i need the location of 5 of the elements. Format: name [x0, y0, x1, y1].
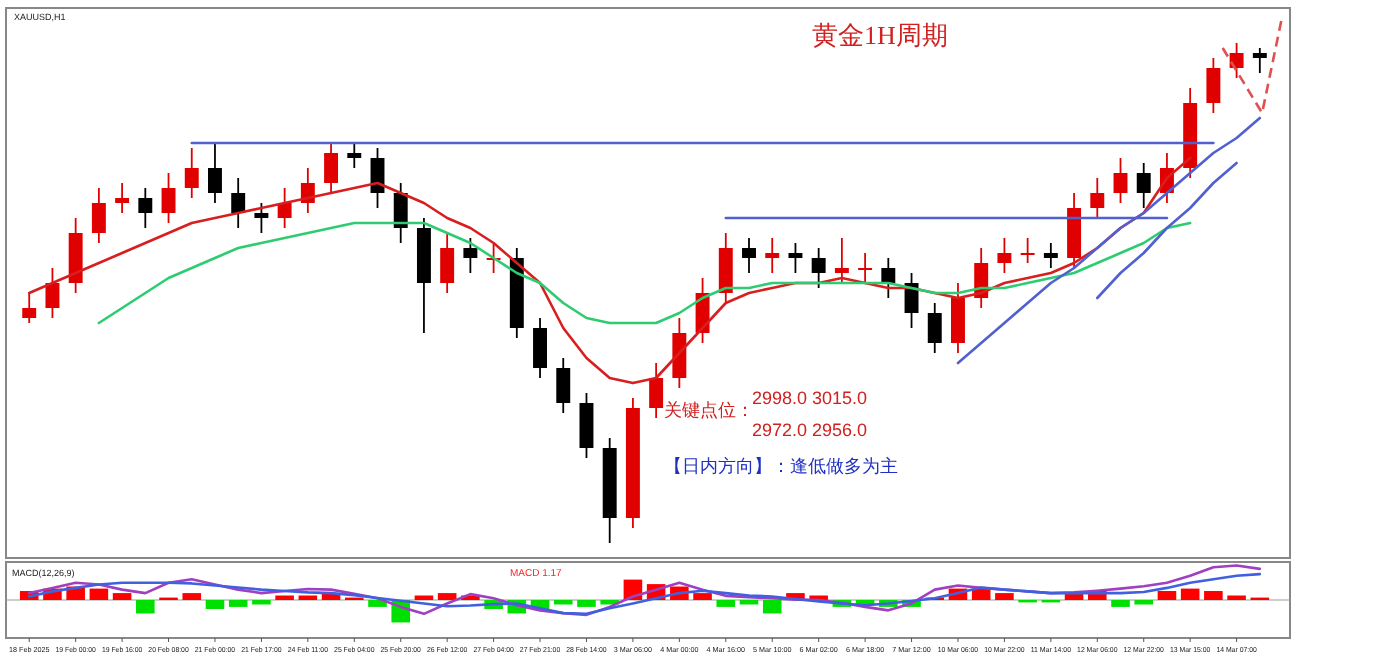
annotation: 关键点位：: [664, 400, 754, 420]
annotation: 2998.0 3015.0: [752, 388, 868, 408]
annotation: 2972.0 2956.0: [752, 420, 868, 440]
chart-title: 黄金1H周期: [812, 20, 948, 50]
annotation: 【日内方向】：逢低做多为主: [664, 456, 898, 476]
